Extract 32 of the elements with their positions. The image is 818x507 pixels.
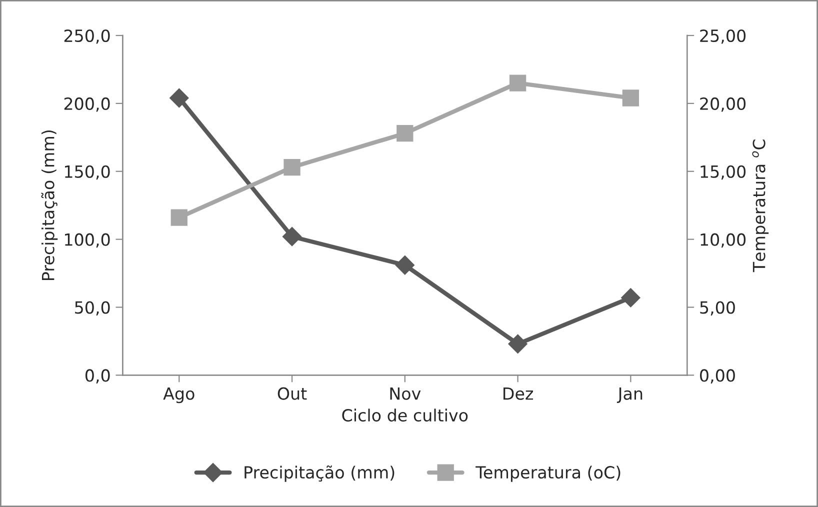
legend-label: Temperatura (oC) bbox=[476, 466, 620, 482]
x-tick-label: Jan bbox=[616, 388, 642, 403]
point bbox=[396, 124, 414, 142]
x-tick-label: Nov bbox=[390, 388, 421, 400]
y-axis-title: Precipitação (mm) bbox=[41, 130, 58, 280]
point bbox=[622, 90, 640, 106]
y2-tick-label: 10,00 bbox=[700, 233, 746, 248]
x-axis-title: Ciclo de cultivo bbox=[342, 408, 468, 422]
legend-label: Precipitação (mm) bbox=[244, 465, 394, 482]
y-tick-label: 0,0 bbox=[85, 369, 110, 384]
point bbox=[282, 227, 302, 246]
y2-tick-label: 25,00 bbox=[700, 29, 746, 44]
y-tick-label: 250,0 bbox=[64, 29, 110, 44]
point bbox=[395, 256, 414, 275]
point bbox=[508, 334, 528, 354]
y2-tick-label: 15,00 bbox=[700, 165, 746, 180]
x-tick-label: Out bbox=[278, 387, 307, 400]
y2-tick-label: 5,00 bbox=[700, 301, 735, 316]
x-tick-label: Dez bbox=[504, 388, 533, 400]
y2-axis-title: Temperatura $^{o}$C bbox=[752, 140, 769, 272]
point bbox=[621, 288, 640, 308]
point bbox=[509, 74, 526, 92]
x-tick-label: Ago bbox=[163, 388, 194, 404]
y-tick-label: 150,0 bbox=[65, 165, 110, 180]
y-tick-label: 50,0 bbox=[75, 301, 110, 316]
y2-tick-label: 0,00 bbox=[700, 369, 735, 384]
y-tick-label: 100,0 bbox=[65, 233, 110, 248]
point bbox=[170, 88, 189, 108]
y-tick-label: 200,0 bbox=[64, 97, 110, 112]
point bbox=[170, 209, 188, 226]
point bbox=[284, 158, 300, 176]
y2-tick-label: 20,00 bbox=[700, 97, 746, 112]
